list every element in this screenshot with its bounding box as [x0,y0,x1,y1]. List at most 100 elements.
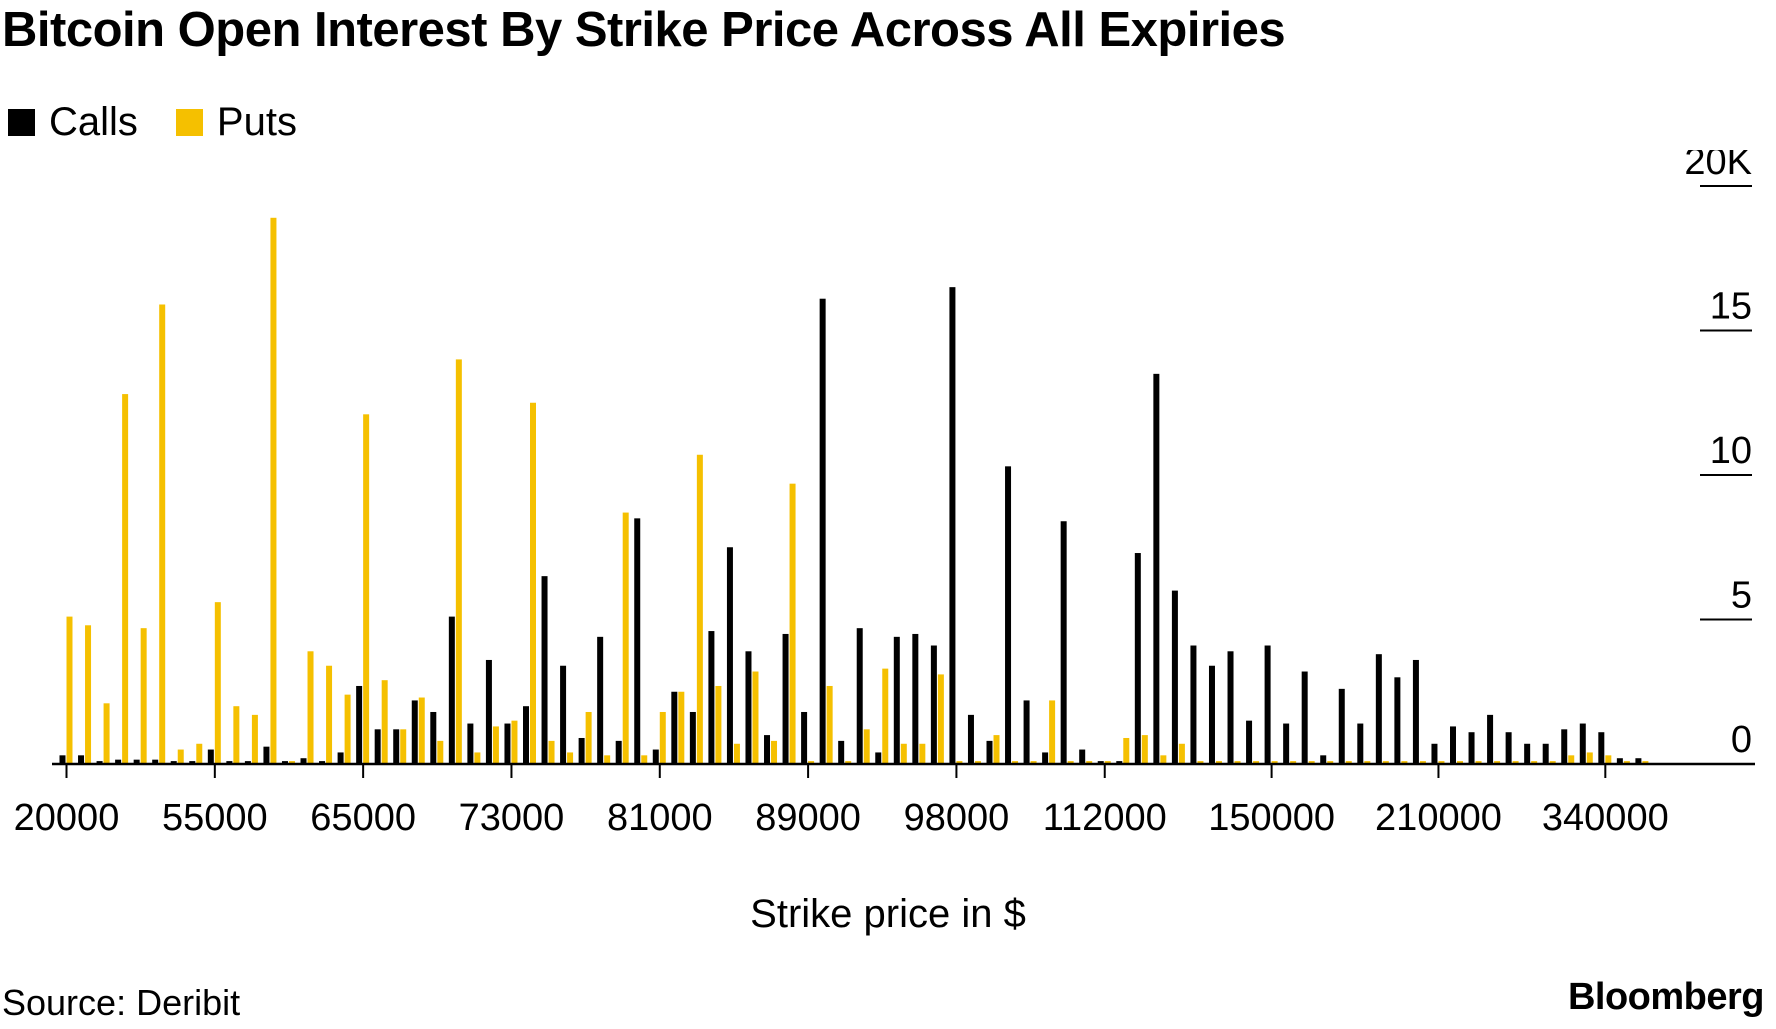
calls-bar [1208,665,1215,764]
calls-bar [1450,726,1456,764]
puts-bar [937,674,944,764]
calls-bar [634,518,641,764]
calls-bar [244,761,251,764]
puts-bar [1364,761,1371,764]
calls-bar [875,752,882,764]
puts-bar [826,685,833,764]
calls-bar [949,287,956,764]
x-tick-label: 89000 [755,797,861,839]
calls-swatch [8,109,35,136]
puts-bar [103,703,110,764]
puts-bar [919,743,926,764]
puts-bar [1290,761,1297,764]
calls-bar [912,633,919,764]
y-tick-label: 5 [1731,575,1752,617]
calls-bar [560,665,567,764]
puts-bar [400,729,407,764]
puts-bar [307,651,314,764]
puts-bar [1549,761,1556,764]
x-tick-label: 98000 [904,797,1010,839]
puts-bar [1438,761,1445,764]
y-tick-label: 20K [1684,150,1752,183]
puts-bar [122,394,129,764]
calls-bar [1375,654,1382,764]
calls-bar [764,735,771,764]
source-note: Source: Deribit [2,982,241,1023]
puts-bar [1086,761,1093,764]
puts-bar [567,752,574,764]
puts-bar [363,414,370,764]
legend-puts-label: Puts [216,100,297,144]
puts-bar [863,729,870,764]
calls-bar [1635,758,1642,764]
calls-bar [374,729,381,764]
puts-bar [1531,761,1538,764]
puts-bar [752,671,759,764]
puts-bar [177,749,184,764]
puts-bar [1401,761,1408,764]
puts-bar [1104,761,1111,764]
calls-bar [1561,729,1568,764]
calls-bar [1468,732,1475,764]
calls-bar [689,711,696,764]
calls-bar [893,636,900,764]
puts-bar [270,217,277,764]
calls-bar [986,740,993,764]
calls-bar [838,740,845,764]
puts-bar [492,726,499,764]
calls-bar [1171,590,1178,764]
calls-bar [504,723,511,764]
x-tick-label: 55000 [162,797,268,839]
calls-bar [1412,659,1419,764]
puts-bar [974,761,981,764]
puts-bar [1197,761,1204,764]
puts-bar [1178,743,1185,764]
calls-bar [652,749,659,764]
calls-bar [1616,758,1623,764]
puts-bar [771,740,778,764]
puts-bar [1494,761,1501,764]
calls-bar [1505,732,1512,764]
calls-bar [1097,761,1104,764]
puts-bar [696,454,703,764]
puts-swatch [175,109,203,136]
calls-bar [207,749,214,764]
puts-bar [1419,761,1426,764]
calls-bar [152,759,159,764]
puts-bar [418,697,425,764]
y-tick-label: 15 [1710,286,1752,328]
calls-bar [930,645,937,764]
calls-bar [856,628,863,764]
legend: Calls Puts [8,100,335,145]
calls-bar [801,711,808,764]
puts-bar [1623,761,1630,764]
x-tick-label: 65000 [310,797,416,839]
puts-bar [1605,755,1612,764]
calls-bar [671,691,678,764]
legend-item-calls: Calls [8,100,138,145]
calls-bar [541,576,548,764]
calls-bar [708,631,715,764]
puts-bar [474,752,481,764]
puts-bar [344,694,351,764]
puts-bar [437,740,444,764]
legend-calls-label: Calls [49,100,138,144]
puts-bar [288,761,295,764]
puts-bar [1012,761,1019,764]
legend-item-puts: Puts [175,100,297,145]
calls-bar [189,761,196,764]
calls-bar [78,755,85,764]
puts-bar [455,359,462,764]
puts-bar [214,602,221,764]
calls-bar [411,700,418,764]
puts-bar [1457,761,1463,764]
puts-bar [381,680,388,764]
calls-bar [133,759,140,764]
calls-bar [597,636,604,764]
x-tick-label: 73000 [459,797,565,839]
x-tick-label: 340000 [1542,797,1669,839]
calls-bar [467,723,474,764]
puts-bar [530,402,536,764]
puts-bar [1049,700,1056,764]
y-tick-label: 0 [1731,719,1752,761]
